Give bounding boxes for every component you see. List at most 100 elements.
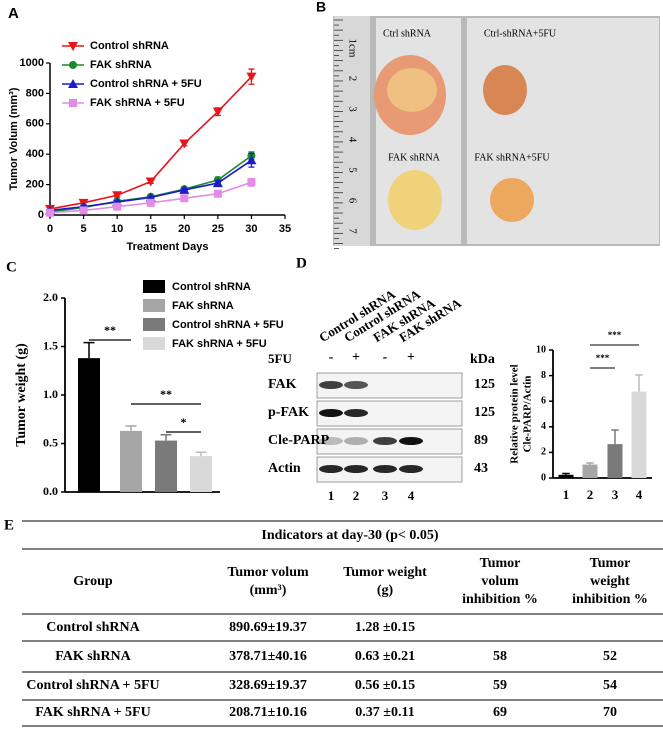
sample-label: Ctrl shRNA: [383, 28, 432, 39]
x-tick-label: 1: [563, 487, 570, 502]
marker: [213, 189, 222, 198]
marker: [46, 208, 54, 217]
error-bar: [562, 472, 570, 475]
marker: [212, 178, 223, 188]
significance-label: ***: [608, 330, 622, 340]
table-header: (mm³): [250, 583, 287, 598]
marker: [69, 61, 77, 69]
significance-label: **: [104, 323, 116, 337]
table-header: Group: [73, 574, 113, 589]
y-tick-label: 1.0: [43, 387, 58, 401]
y-tick-label: 0: [38, 209, 44, 221]
marker: [79, 206, 88, 215]
marker: [247, 178, 256, 187]
error-bar: [83, 341, 95, 359]
bar: [558, 474, 574, 478]
bar: [582, 464, 598, 478]
table-cell: 328.69±19.37: [229, 678, 307, 693]
ruler-label: 2: [346, 76, 358, 82]
y-tick-label: 400: [26, 148, 44, 160]
lane-number: 2: [353, 488, 360, 503]
treatment-sign: +: [407, 350, 415, 365]
marker: [246, 72, 257, 82]
blot-band: [319, 409, 343, 417]
lane-number: 4: [408, 488, 415, 503]
legend-label: Control shRNA: [90, 40, 169, 52]
y-tick-label: 2.0: [43, 290, 58, 304]
legend-swatch: [143, 299, 165, 312]
significance-label: *: [181, 415, 187, 429]
y-tick-label: 10: [536, 344, 546, 355]
y-tick-label: 200: [26, 179, 44, 191]
x-tick-label: 35: [279, 223, 291, 235]
table-cell: Control shRNA: [46, 620, 140, 635]
table-header: inhibition %: [462, 592, 538, 607]
y-tick-label: 0.0: [43, 484, 58, 498]
blot-band: [344, 409, 368, 417]
panel-label: A: [8, 5, 19, 22]
bar: [155, 440, 177, 492]
table-header: volum: [481, 574, 519, 589]
ruler-label: 1cm: [346, 39, 358, 58]
marker: [246, 155, 257, 165]
y-tick-label: 2: [541, 447, 546, 458]
blot-row-label: Cle-PARP: [268, 433, 330, 448]
significance-label: ***: [596, 353, 610, 363]
legend-label: Control shRNA + 5FU: [172, 319, 284, 331]
tumor: [388, 170, 442, 230]
marker: [68, 42, 78, 51]
ruler: [334, 16, 370, 246]
error-bar: [635, 374, 643, 392]
legend-label: FAK shRNA + 5FU: [172, 338, 267, 350]
marker: [179, 139, 190, 149]
blot-row-label: FAK: [268, 377, 297, 392]
x-axis-label: Treatment Days: [127, 241, 209, 253]
ruler-label: 4: [346, 137, 358, 143]
y-axis-label: Cle-PARP/Actin: [522, 376, 534, 453]
legend-swatch: [143, 318, 165, 331]
x-tick-label: 2: [587, 487, 594, 502]
kda-label: 125: [474, 377, 495, 392]
marker: [113, 202, 122, 211]
ruler-label: 5: [346, 167, 358, 173]
sample-label: FAK shRNA+5FU: [474, 152, 550, 163]
x-tick-label: 25: [212, 223, 224, 235]
ruler-label: 7: [346, 228, 358, 234]
x-tick-label: 20: [178, 223, 190, 235]
kda-label: 43: [474, 461, 488, 476]
bar: [631, 391, 647, 478]
table-cell: 208.71±10.16: [229, 705, 307, 720]
table-header: Tumor weight: [343, 565, 427, 580]
legend-label: FAK shRNA: [90, 59, 152, 71]
table-cell: 69: [493, 705, 507, 720]
y-axis-label: Tumor weight (g): [14, 343, 29, 447]
y-tick-label: 6: [541, 395, 546, 406]
y-axis-label: Relative protein level: [509, 364, 521, 463]
y-axis-label: Tumor Volum (mm³): [8, 87, 20, 190]
sample-label: FAK shRNA: [388, 152, 441, 163]
bar: [120, 430, 142, 492]
ruler-label: 6: [346, 198, 358, 204]
marker: [146, 198, 155, 207]
blot-band: [319, 465, 343, 473]
table-cell: 52: [603, 649, 617, 664]
kda-label: 89: [474, 433, 488, 448]
legend-label: Control shRNA + 5FU: [90, 78, 202, 90]
x-tick-label: 30: [245, 223, 257, 235]
y-tick-label: 4: [541, 421, 546, 432]
lane-number: 3: [382, 488, 389, 503]
panel-label: D: [296, 255, 307, 271]
significance-label: **: [160, 387, 172, 401]
table-title: Indicators at day-30 (p< 0.05): [261, 528, 438, 543]
panel-label: E: [4, 517, 14, 533]
unit-label: kDa: [470, 352, 495, 367]
marker: [68, 79, 78, 88]
table-header: inhibition %: [572, 592, 648, 607]
error-bar: [125, 425, 137, 431]
bar: [607, 444, 623, 478]
y-tick-label: 800: [26, 87, 44, 99]
table-cell: Control shRNA + 5FU: [26, 678, 159, 693]
legend-swatch: [143, 280, 165, 293]
table-header: Tumor: [480, 556, 521, 571]
